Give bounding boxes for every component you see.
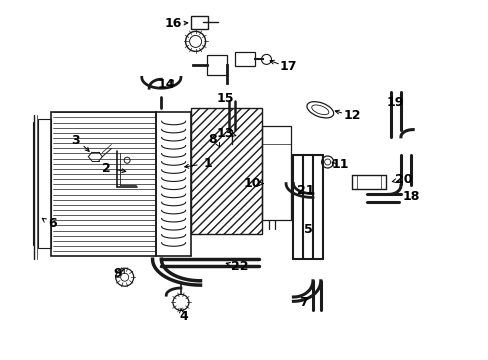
Text: 16: 16 [164,17,182,30]
Text: 13: 13 [216,127,233,140]
Bar [38,119,51,248]
Text: 18: 18 [401,190,419,203]
Text: 12: 12 [343,109,360,122]
Text: 6: 6 [48,217,57,230]
Bar [207,55,227,75]
Text: 2: 2 [102,162,111,175]
Text: 21: 21 [296,184,314,197]
Text: 22: 22 [230,260,248,273]
Bar [190,16,207,29]
Text: 1: 1 [203,157,212,170]
Text: 15: 15 [216,93,233,105]
Bar [261,126,290,220]
Bar [190,108,261,234]
Text: 5: 5 [303,223,312,236]
Bar [51,112,156,256]
Text: 4: 4 [179,310,187,323]
Text: 14: 14 [157,78,175,91]
Text: 8: 8 [208,133,217,146]
Text: 20: 20 [394,174,411,186]
Text: 9: 9 [113,267,122,280]
Text: 17: 17 [279,60,297,73]
Text: 3: 3 [71,134,80,147]
Text: 10: 10 [243,177,260,190]
Text: 11: 11 [330,158,348,171]
Bar [234,53,254,66]
Text: 7: 7 [298,296,307,309]
Text: 19: 19 [386,96,403,109]
